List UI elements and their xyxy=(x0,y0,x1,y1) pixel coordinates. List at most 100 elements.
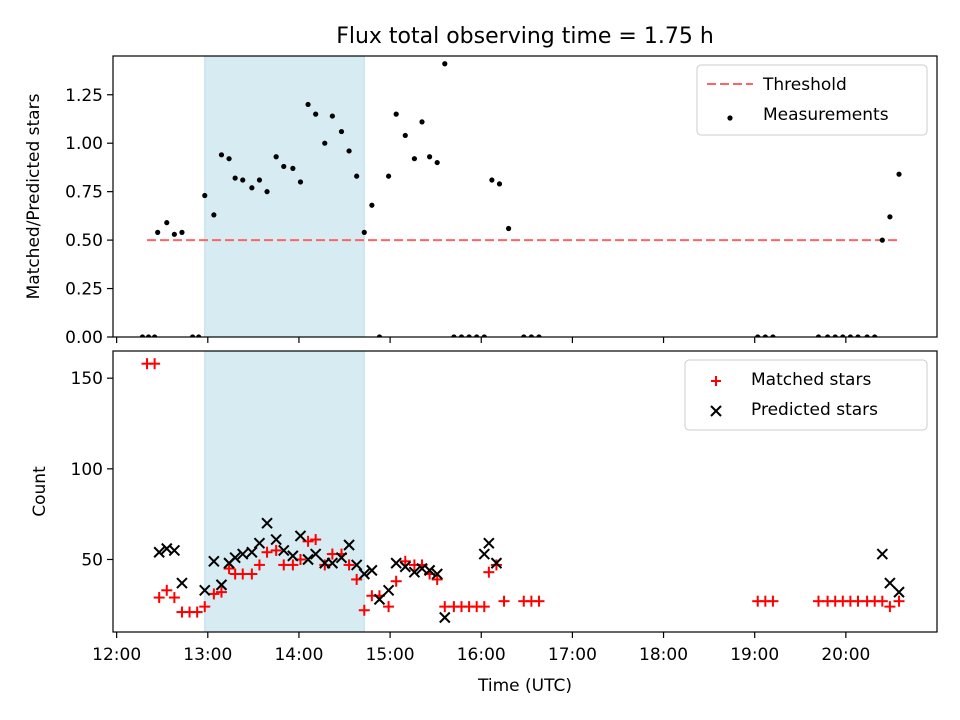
legend-swatch-x xyxy=(710,405,722,417)
x-stroke-b xyxy=(876,548,889,560)
y-tick-label: 100 xyxy=(71,460,103,480)
x-tick-label: 16:00 xyxy=(457,645,506,665)
x-stroke-b xyxy=(270,533,282,546)
data-point xyxy=(489,177,495,183)
data-point xyxy=(246,568,258,580)
x-stroke-b xyxy=(294,530,307,542)
data-point xyxy=(302,535,314,547)
x-stroke-b xyxy=(408,566,421,578)
data-point xyxy=(536,334,542,337)
data-point xyxy=(155,229,161,235)
x-stroke-b xyxy=(884,577,896,589)
data-point xyxy=(346,148,352,154)
data-point xyxy=(439,611,451,624)
data-point xyxy=(762,334,768,337)
figure-title: Flux total observing time = 1.75 h xyxy=(336,24,714,49)
x-tick-label: 13:00 xyxy=(183,645,232,665)
x-stroke-b xyxy=(439,611,451,624)
data-point xyxy=(168,592,180,604)
legend-entry: Measurements xyxy=(727,105,889,125)
data-point xyxy=(490,559,502,571)
data-point xyxy=(309,548,322,560)
x-stroke-b xyxy=(893,586,905,598)
data-point xyxy=(215,586,227,598)
data-point xyxy=(176,577,188,589)
x-tick-label: 20:00 xyxy=(821,645,870,665)
data-point xyxy=(490,557,503,569)
data-point xyxy=(287,550,299,562)
data-point xyxy=(199,601,211,613)
data-point xyxy=(825,334,831,337)
data-point xyxy=(338,128,345,135)
legend-entry: Threshold xyxy=(707,75,847,95)
data-point xyxy=(358,604,370,616)
x-stroke-b xyxy=(382,584,395,597)
legend-label: Predicted stars xyxy=(751,400,878,420)
x-stroke-b xyxy=(176,577,188,589)
data-point xyxy=(876,595,888,607)
legend-box xyxy=(696,64,928,136)
data-point xyxy=(232,175,238,181)
series-measurements xyxy=(139,61,902,337)
data-point xyxy=(164,220,170,226)
data-point xyxy=(240,177,246,183)
y-tick-label: 1.00 xyxy=(65,134,103,154)
data-point xyxy=(887,214,893,220)
data-point xyxy=(533,595,545,607)
x-stroke-b xyxy=(253,537,266,549)
data-point xyxy=(161,584,173,596)
legend: Matched stars Predicted stars xyxy=(684,359,928,431)
data-point xyxy=(815,334,822,337)
x-stroke-b xyxy=(358,568,370,580)
x-stroke-b xyxy=(373,593,386,606)
data-point xyxy=(152,334,158,337)
x-stroke-b xyxy=(366,564,378,577)
data-point xyxy=(884,601,896,613)
shaded-span xyxy=(204,351,365,632)
legend-entry: Matched stars xyxy=(711,370,871,390)
data-point xyxy=(237,548,249,560)
data-point xyxy=(229,551,241,564)
plot-area xyxy=(141,351,905,632)
data-point xyxy=(202,192,208,199)
data-point xyxy=(199,584,211,597)
y-tick-label: 50 xyxy=(81,550,103,570)
data-point xyxy=(335,551,348,564)
data-point xyxy=(376,334,383,337)
data-point xyxy=(290,165,296,171)
legend-label: Measurements xyxy=(763,105,889,125)
legend-entry: Predicted stars xyxy=(710,400,878,420)
data-point xyxy=(329,113,335,119)
x-stroke-b xyxy=(343,539,355,551)
data-point xyxy=(431,573,443,585)
data-point xyxy=(253,559,265,571)
data-point xyxy=(893,586,905,598)
data-point xyxy=(208,555,220,568)
x-tick-label: 19:00 xyxy=(730,645,779,665)
data-point xyxy=(145,334,152,337)
x-tick-label: 12:00 xyxy=(92,645,141,665)
data-point xyxy=(278,544,290,557)
data-point xyxy=(896,171,902,177)
x-stroke-b xyxy=(229,551,241,564)
data-point xyxy=(351,573,363,585)
series-predicted-stars xyxy=(153,517,905,624)
data-point xyxy=(755,334,761,337)
data-point xyxy=(226,156,232,162)
data-point xyxy=(767,595,779,607)
legend-x-b xyxy=(710,405,722,417)
data-point xyxy=(478,548,490,560)
data-point xyxy=(358,568,370,580)
data-point xyxy=(223,563,235,575)
data-point xyxy=(382,584,395,597)
data-point xyxy=(496,181,503,187)
x-stroke-b xyxy=(326,557,339,569)
data-point xyxy=(855,334,861,337)
data-point xyxy=(419,119,425,125)
data-point xyxy=(458,334,465,337)
data-point xyxy=(354,173,360,179)
data-point xyxy=(171,231,177,237)
data-point xyxy=(153,592,165,604)
x-stroke-b xyxy=(390,557,402,569)
